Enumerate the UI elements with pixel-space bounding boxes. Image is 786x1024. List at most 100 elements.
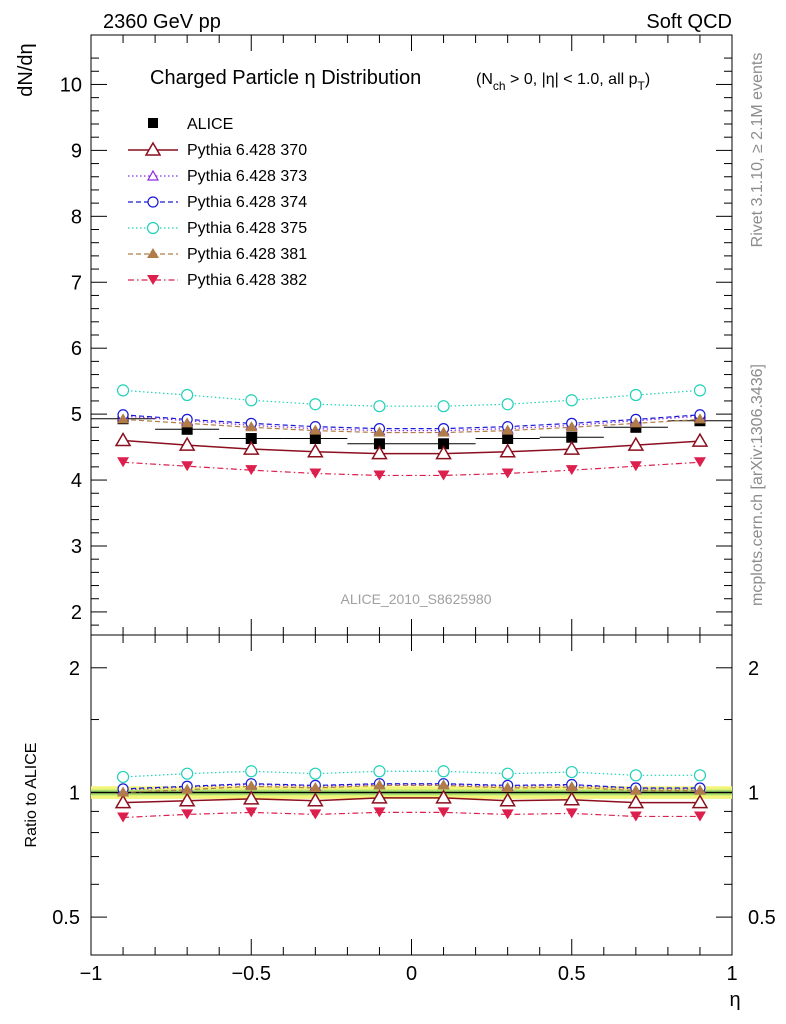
ratio-data-point bbox=[565, 781, 578, 792]
main-data-point bbox=[693, 457, 706, 468]
main-data-point bbox=[373, 470, 386, 481]
ratio-data-point bbox=[437, 779, 450, 790]
ratio-y-tick-label: 2 bbox=[69, 658, 80, 680]
main-data-point bbox=[181, 417, 194, 428]
main-y-tick-label: 10 bbox=[60, 74, 82, 96]
legend-label-382: Pythia 6.428 382 bbox=[187, 272, 307, 289]
main-series bbox=[91, 384, 732, 481]
energy-label: 2360 GeV pp bbox=[103, 11, 221, 33]
legend-marker-382 bbox=[147, 275, 159, 285]
main-data-point bbox=[116, 384, 130, 397]
legend-item-381: Pythia 6.428 381 bbox=[128, 246, 307, 263]
ratio-y-tick-label: 1 bbox=[69, 782, 80, 804]
ratio-data-point bbox=[178, 792, 196, 807]
main-data-point bbox=[435, 445, 452, 460]
main-y-axis-label: dN/dη bbox=[15, 43, 37, 96]
legend-marker-374 bbox=[147, 196, 159, 208]
main-data-point bbox=[499, 443, 516, 458]
main-data-point bbox=[181, 388, 194, 402]
main-data-point bbox=[309, 424, 322, 435]
main-data-point bbox=[691, 432, 709, 447]
process-label: Soft QCD bbox=[646, 11, 732, 33]
x-tick-label: −1 bbox=[80, 963, 103, 985]
main-data-point bbox=[245, 394, 258, 407]
ratio-y-axis-label: Ratio to ALICE bbox=[23, 743, 40, 848]
main-data-point bbox=[501, 424, 514, 435]
ratio-data-point bbox=[309, 782, 322, 793]
ratio-ticks: −1 −0.5 0 0.5 1 0.5 0.5 1 1 2 2 bbox=[52, 635, 776, 985]
main-series-line bbox=[123, 415, 700, 432]
ratio-series-line bbox=[123, 770, 700, 778]
legend-marker-375 bbox=[146, 221, 160, 235]
x-tick-label: 0.5 bbox=[558, 963, 586, 985]
x-tick-label: −0.5 bbox=[232, 963, 271, 985]
ratio-y-tick-label-right: 1 bbox=[748, 782, 759, 804]
main-data-point bbox=[693, 413, 706, 424]
main-series-line bbox=[123, 418, 700, 434]
main-data-point bbox=[438, 438, 450, 450]
main-data-point bbox=[307, 443, 324, 458]
legend-marker-alice bbox=[148, 118, 158, 128]
ratio-data-point bbox=[116, 770, 130, 784]
main-y-tick-label: 3 bbox=[71, 536, 82, 558]
ratio-data-point bbox=[373, 779, 386, 790]
ratio-data-point bbox=[565, 765, 578, 779]
main-data-point bbox=[373, 426, 386, 437]
main-series-line bbox=[123, 461, 700, 477]
legend-marker-381 bbox=[147, 248, 159, 258]
main-data-point bbox=[629, 388, 642, 402]
ratio-data-point bbox=[501, 782, 514, 793]
ratio-data-point bbox=[629, 769, 642, 782]
main-data-point bbox=[117, 457, 130, 468]
ratio-data-point bbox=[181, 783, 194, 794]
main-data-point bbox=[502, 433, 514, 445]
main-series-382 bbox=[117, 457, 706, 481]
ratio-data-point bbox=[693, 811, 706, 822]
main-y-tick-label: 2 bbox=[71, 602, 82, 624]
ratio-data-point bbox=[501, 809, 514, 820]
main-y-tick-label: 5 bbox=[71, 404, 82, 426]
ratio-data-point bbox=[309, 767, 322, 780]
main-data-point bbox=[178, 436, 196, 451]
mcplots-label: mcplots.cern.ch [arXiv:1306.3436] bbox=[749, 364, 766, 606]
main-data-point bbox=[117, 413, 130, 424]
legend-label-373: Pythia 6.428 373 bbox=[187, 168, 307, 185]
main-data-point bbox=[245, 465, 258, 476]
legend-item-374: Pythia 6.428 374 bbox=[128, 194, 307, 211]
legend-item-alice: ALICE bbox=[148, 116, 233, 133]
analysis-watermark: ALICE_2010_S8625980 bbox=[340, 591, 491, 607]
plot-title-close: ) bbox=[645, 71, 650, 88]
ratio-data-point bbox=[629, 811, 642, 822]
legend-label-374: Pythia 6.428 374 bbox=[187, 194, 307, 211]
plot-title-ch: ch bbox=[493, 79, 506, 93]
main-series-373 bbox=[117, 409, 706, 436]
ratio-series-line bbox=[123, 783, 700, 790]
main-y-tick-label: 4 bbox=[71, 470, 82, 492]
main-y-tick-label: 7 bbox=[71, 272, 82, 294]
ratio-data-point bbox=[437, 765, 450, 778]
main-data-point bbox=[371, 445, 388, 460]
main-series-375 bbox=[116, 384, 707, 413]
ratio-series-line bbox=[123, 784, 700, 794]
legend-label-alice: ALICE bbox=[187, 116, 233, 133]
ratio-series-line bbox=[123, 797, 700, 804]
ratio-data-point bbox=[435, 789, 452, 804]
ratio-series-375 bbox=[116, 765, 707, 784]
ratio-data-point bbox=[117, 812, 130, 823]
plot-title-cuts: > 0, |η| < 1.0, all p bbox=[506, 71, 638, 88]
main-ticks: 2 3 4 5 6 7 8 9 10 bbox=[60, 35, 733, 635]
ratio-data-point bbox=[242, 790, 260, 805]
ratio-data-point bbox=[693, 769, 707, 782]
main-panel: dN/dη ALICE_2010_S8625980 2 3 4 5 6 7 8 9 10 Cha… bbox=[15, 34, 733, 636]
legend-marker-373 bbox=[146, 169, 160, 181]
ratio-data-point bbox=[501, 767, 514, 780]
ratio-data-point bbox=[693, 784, 706, 795]
plot-title-conditions: (Nch > 0, |η| < 1.0, all pT) bbox=[476, 71, 650, 93]
main-data-point bbox=[565, 465, 578, 476]
ratio-data-point bbox=[307, 792, 324, 807]
plot-title-t: T bbox=[638, 79, 646, 93]
main-series-381 bbox=[117, 413, 706, 437]
main-data-point bbox=[245, 421, 258, 432]
plot-title: Charged Particle η Distribution bbox=[150, 67, 421, 89]
